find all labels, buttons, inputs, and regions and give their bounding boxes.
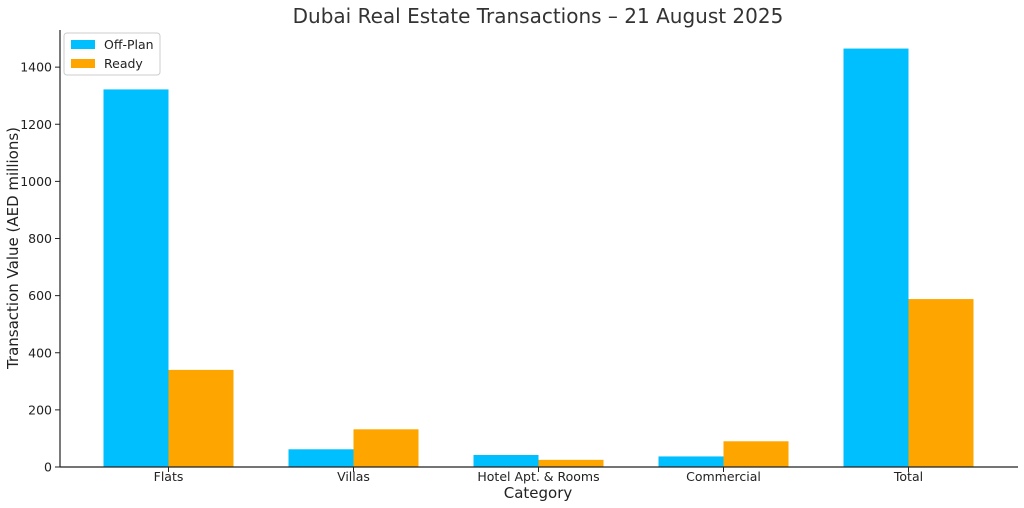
bar-ready-commercial [723, 441, 789, 467]
y-tick-label: 0 [44, 460, 52, 475]
legend-swatch-ready [71, 59, 95, 68]
y-tick-label: 200 [28, 402, 52, 417]
x-ticks: Flats Villas Hotel Apt. & Rooms Commercial T… [154, 467, 923, 484]
legend-label-off-plan: Off-Plan [104, 37, 154, 52]
y-tick-label: 600 [28, 288, 52, 303]
bar-off-plan-hotel-apt-rooms [473, 455, 539, 467]
bar-ready-total [908, 299, 974, 467]
bar-off-plan-commercial [658, 456, 724, 467]
y-tick-label: 1000 [20, 174, 52, 189]
bar-ready-villas [353, 429, 419, 467]
bars-layer [103, 48, 974, 467]
y-ticks: 0 200 400 600 800 1000 1200 1400 [20, 60, 60, 475]
bar-ready-flats [168, 369, 234, 467]
bar-off-plan-villas [288, 449, 354, 467]
bar-off-plan-flats [103, 89, 169, 467]
y-tick-label: 1400 [20, 60, 52, 75]
y-tick-label: 400 [28, 345, 52, 360]
x-tick-label: Total [893, 469, 923, 484]
legend: Off-Plan Ready [63, 32, 161, 76]
x-axis-label: Category [504, 484, 573, 502]
y-tick-label: 1200 [20, 117, 52, 132]
x-tick-label: Flats [154, 469, 184, 484]
bar-ready-hotel-apt-rooms [538, 459, 604, 467]
y-axis-label: Transaction Value (AED millions) [4, 127, 22, 370]
legend-label-ready: Ready [104, 56, 143, 71]
chart-title: Dubai Real Estate Transactions – 21 Augu… [293, 4, 784, 28]
legend-swatch-off-plan [71, 40, 95, 49]
x-tick-label: Commercial [686, 469, 761, 484]
y-tick-label: 800 [28, 231, 52, 246]
x-tick-label: Villas [337, 469, 370, 484]
x-tick-label: Hotel Apt. & Rooms [477, 469, 599, 484]
bar-off-plan-total [843, 48, 909, 467]
